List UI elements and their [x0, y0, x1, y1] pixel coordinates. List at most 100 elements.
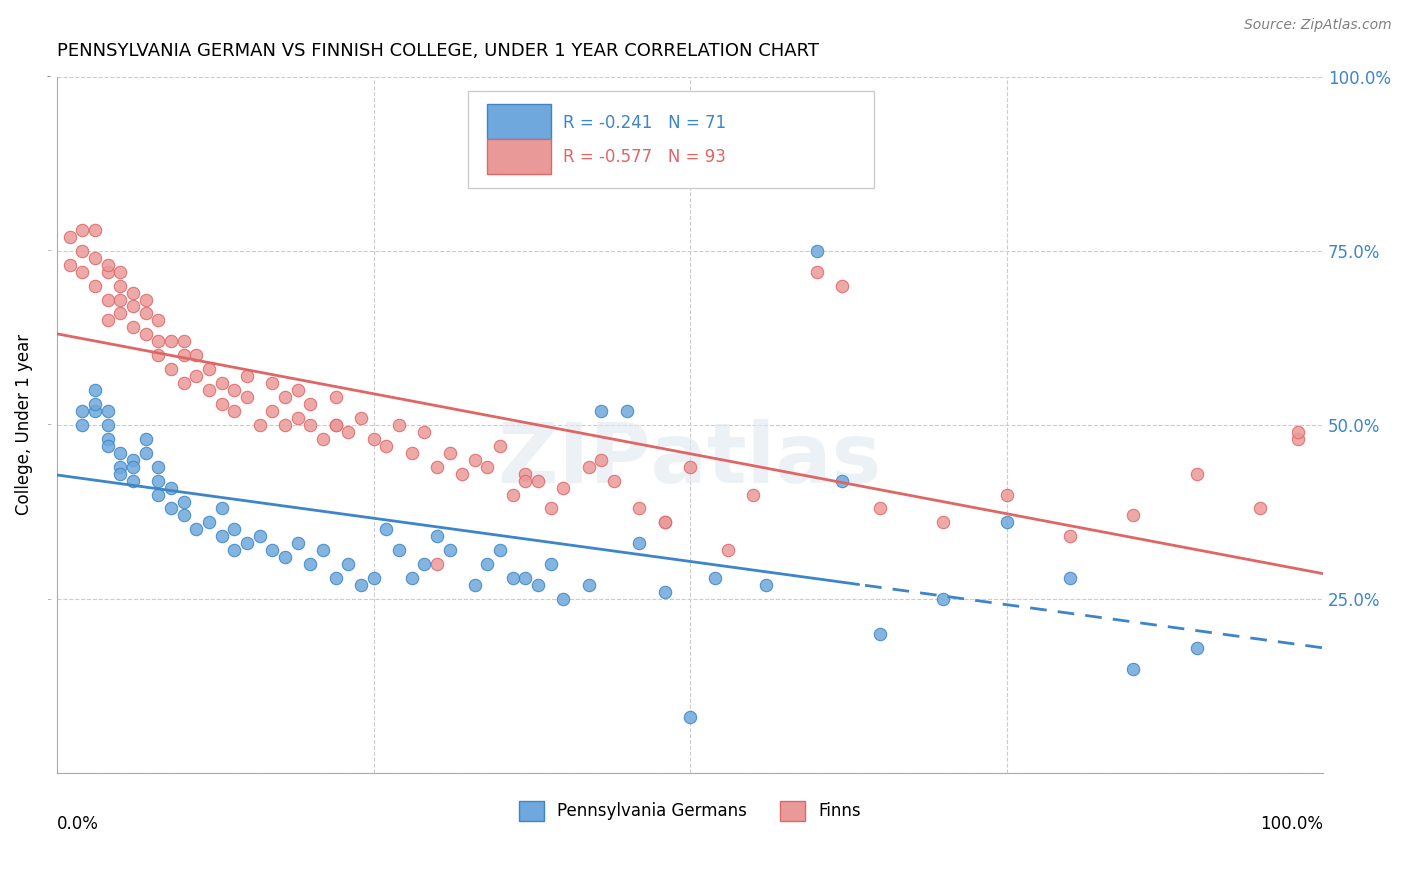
- Point: [375, 522, 398, 536]
- Point: [148, 348, 170, 362]
- Point: [59, 258, 82, 272]
- Point: [527, 578, 550, 592]
- Point: [337, 558, 360, 572]
- Point: [591, 452, 613, 467]
- Point: [464, 578, 486, 592]
- Point: [325, 571, 347, 585]
- Point: [654, 585, 676, 599]
- Point: [932, 516, 955, 530]
- Point: [1286, 432, 1309, 446]
- Point: [236, 369, 259, 384]
- Point: [122, 474, 145, 488]
- Point: [122, 320, 145, 334]
- Point: [603, 474, 626, 488]
- Point: [869, 627, 891, 641]
- Point: [995, 487, 1018, 501]
- Point: [388, 543, 411, 558]
- Point: [224, 522, 246, 536]
- Point: [59, 229, 82, 244]
- Point: [135, 327, 157, 342]
- Point: [869, 501, 891, 516]
- Y-axis label: College, Under 1 year: College, Under 1 year: [15, 334, 32, 516]
- Point: [122, 300, 145, 314]
- Text: 100.0%: 100.0%: [1260, 815, 1323, 833]
- Legend: Pennsylvania Germans, Finns: Pennsylvania Germans, Finns: [512, 794, 868, 828]
- Point: [110, 306, 132, 320]
- Point: [515, 467, 537, 481]
- Point: [211, 376, 233, 390]
- Point: [148, 334, 170, 349]
- Point: [97, 258, 120, 272]
- Point: [97, 313, 120, 327]
- Point: [160, 481, 183, 495]
- Point: [616, 404, 638, 418]
- Point: [148, 459, 170, 474]
- Point: [173, 376, 195, 390]
- Point: [211, 501, 233, 516]
- Point: [274, 417, 297, 432]
- Point: [224, 404, 246, 418]
- Point: [173, 508, 195, 523]
- Point: [236, 390, 259, 404]
- Point: [262, 404, 284, 418]
- Point: [413, 425, 436, 439]
- Point: [211, 397, 233, 411]
- Point: [312, 543, 335, 558]
- Point: [122, 285, 145, 300]
- Point: [806, 265, 828, 279]
- Point: [1059, 529, 1081, 543]
- Point: [628, 501, 651, 516]
- Point: [84, 383, 107, 397]
- Point: [502, 487, 524, 501]
- Point: [72, 265, 94, 279]
- Point: [148, 474, 170, 488]
- Point: [97, 432, 120, 446]
- Point: [717, 543, 740, 558]
- Point: [186, 348, 208, 362]
- Point: [186, 369, 208, 384]
- Point: [831, 278, 853, 293]
- Point: [72, 244, 94, 258]
- Point: [97, 265, 120, 279]
- Point: [224, 543, 246, 558]
- Point: [72, 417, 94, 432]
- Point: [173, 348, 195, 362]
- Point: [464, 452, 486, 467]
- Point: [755, 578, 778, 592]
- Point: [186, 522, 208, 536]
- Point: [654, 516, 676, 530]
- Text: R = -0.241   N = 71: R = -0.241 N = 71: [564, 114, 727, 132]
- Point: [401, 446, 423, 460]
- Point: [160, 334, 183, 349]
- FancyBboxPatch shape: [468, 90, 873, 188]
- Point: [299, 558, 322, 572]
- Point: [439, 446, 461, 460]
- Point: [198, 516, 221, 530]
- Point: [312, 432, 335, 446]
- Point: [1286, 425, 1309, 439]
- Point: [995, 516, 1018, 530]
- Point: [274, 390, 297, 404]
- Point: [831, 474, 853, 488]
- Point: [198, 362, 221, 376]
- Point: [515, 474, 537, 488]
- Point: [84, 404, 107, 418]
- Point: [97, 293, 120, 307]
- Point: [72, 223, 94, 237]
- Point: [591, 404, 613, 418]
- FancyBboxPatch shape: [488, 104, 551, 139]
- Point: [439, 543, 461, 558]
- Point: [451, 467, 474, 481]
- Point: [287, 411, 309, 425]
- Point: [426, 558, 449, 572]
- Point: [477, 459, 499, 474]
- Point: [477, 558, 499, 572]
- Point: [426, 459, 449, 474]
- Point: [173, 334, 195, 349]
- Text: 0.0%: 0.0%: [58, 815, 98, 833]
- Point: [262, 376, 284, 390]
- Point: [249, 529, 271, 543]
- Point: [84, 397, 107, 411]
- Point: [211, 529, 233, 543]
- Point: [325, 390, 347, 404]
